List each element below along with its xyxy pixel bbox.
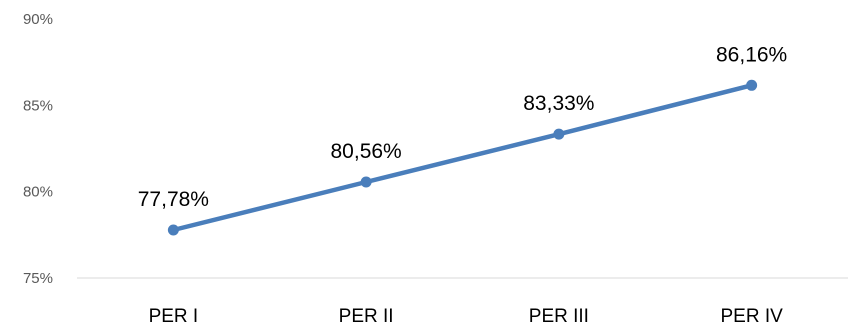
data-label: 83,33% [523, 92, 594, 115]
plot-area: 77,78% 80,56% 83,33% 86,16% [138, 43, 787, 236]
data-label: 77,78% [138, 188, 209, 211]
y-tick-label: 80% [23, 184, 53, 201]
data-label: 80,56% [331, 140, 402, 163]
x-tick-label: PER III [529, 306, 589, 327]
data-point [553, 128, 565, 140]
data-point [167, 224, 179, 236]
y-tick-label: 90% [23, 11, 53, 28]
series-line [171, 83, 754, 233]
x-axis: PER I PER II PER III PER IV [149, 306, 784, 327]
y-tick-label: 85% [23, 97, 53, 114]
data-point [746, 79, 758, 91]
x-tick-label: PER IV [720, 306, 783, 327]
y-tick-label: 75% [23, 270, 53, 287]
x-tick-label: PER II [339, 306, 394, 327]
data-label: 86,16% [716, 43, 787, 66]
x-tick-label: PER I [149, 306, 199, 327]
y-axis: 75% 80% 85% 90% [23, 11, 53, 287]
data-point [360, 176, 372, 188]
